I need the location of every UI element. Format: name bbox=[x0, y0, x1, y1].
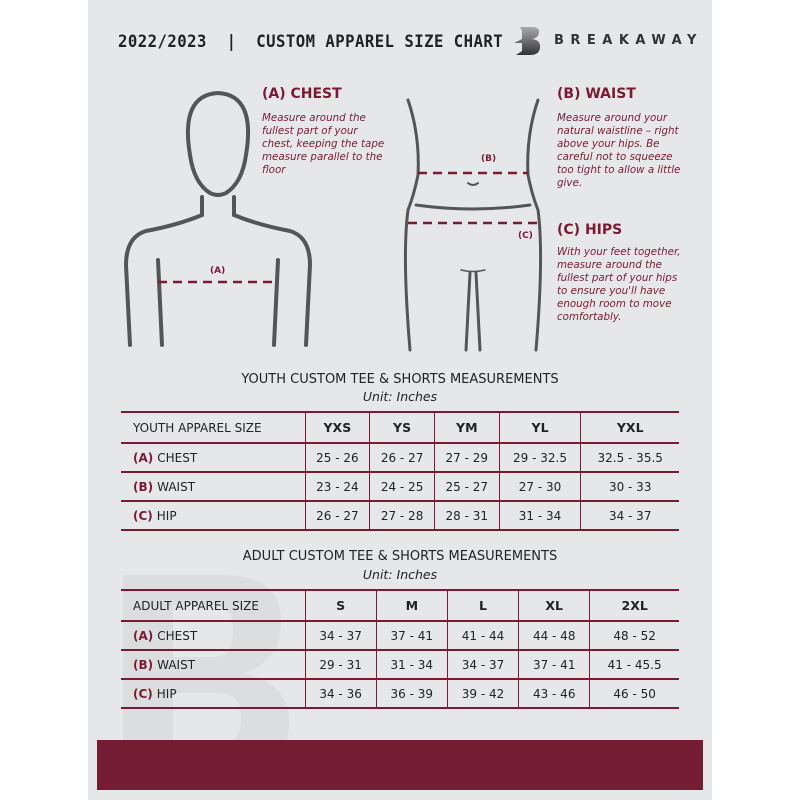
table-cell: 41 - 44 bbox=[446, 621, 519, 651]
table-header-row: YOUTH APPAREL SIZE YXS YS YM YL YXL bbox=[121, 411, 679, 444]
row-name: HIP bbox=[156, 686, 177, 701]
column-header: L bbox=[446, 589, 519, 622]
table-cell: 29 - 31 bbox=[304, 650, 377, 680]
table-header-row: ADULT APPAREL SIZE S M L XL 2XL bbox=[121, 589, 679, 622]
row-label: (A) CHEST bbox=[121, 621, 305, 651]
footer-band bbox=[97, 740, 703, 790]
hips-marker: (C) bbox=[518, 231, 533, 241]
row-code: (B) bbox=[133, 657, 154, 672]
row-name: CHEST bbox=[157, 628, 198, 643]
waist-heading: (B) WAIST bbox=[557, 86, 636, 102]
table-cell: 31 - 34 bbox=[498, 501, 581, 531]
table-cell: 34 - 37 bbox=[446, 650, 519, 680]
row-code: (A) bbox=[133, 450, 154, 465]
row-label: (C) HIP bbox=[121, 679, 305, 709]
table-cell: 25 - 27 bbox=[433, 472, 500, 502]
row-code: (C) bbox=[133, 508, 153, 523]
table-cell: 27 - 29 bbox=[433, 443, 500, 473]
table-row: (B) WAIST 29 - 31 31 - 34 34 - 37 37 - 41 41 -… bbox=[121, 650, 679, 680]
row-label: (A) CHEST bbox=[121, 443, 305, 473]
column-header: XL bbox=[518, 589, 590, 622]
adult-table-caption: ADULT CUSTOM TEE & SHORTS MEASUREMENTS bbox=[242, 549, 558, 564]
table-row: (C) HIP 34 - 36 36 - 39 39 - 42 43 - 46 46 - 5… bbox=[121, 679, 679, 709]
table-cell: 24 - 25 bbox=[369, 472, 435, 502]
row-name: HIP bbox=[156, 508, 177, 523]
row-label: (B) WAIST bbox=[121, 472, 305, 502]
table-cell: 34 - 37 bbox=[304, 621, 377, 651]
table-cell: 37 - 41 bbox=[375, 621, 448, 651]
table-cell: 34 - 37 bbox=[580, 501, 679, 531]
table-cell: 26 - 27 bbox=[304, 501, 370, 531]
table-cell: 36 - 39 bbox=[375, 679, 448, 709]
table-cell: 44 - 48 bbox=[518, 621, 590, 651]
table-row: (A) CHEST 25 - 26 26 - 27 27 - 29 29 - 32.5 32… bbox=[121, 443, 679, 473]
breakaway-logo-icon bbox=[514, 27, 541, 55]
table-cell: 48 - 52 bbox=[589, 621, 679, 651]
row-code: (A) bbox=[133, 628, 154, 643]
chest-marker: (A) bbox=[210, 266, 226, 276]
column-header: 2XL bbox=[589, 589, 679, 622]
column-header: S bbox=[304, 589, 377, 622]
row-code: (B) bbox=[133, 479, 154, 494]
table-row: (C) HIP 26 - 27 27 - 28 28 - 31 31 - 34 34 - 3… bbox=[121, 501, 679, 531]
adult-unit: Unit: Inches bbox=[362, 567, 438, 582]
table-cell: 43 - 46 bbox=[518, 679, 590, 709]
table-cell: 31 - 34 bbox=[375, 650, 448, 680]
row-code: (C) bbox=[133, 686, 153, 701]
waist-description: Measure around your natural waistline – … bbox=[557, 112, 681, 189]
table-cell: 26 - 27 bbox=[369, 443, 435, 473]
table-cell: 27 - 28 bbox=[369, 501, 435, 531]
table-cell: 27 - 30 bbox=[498, 472, 581, 502]
chest-heading: (A) CHEST bbox=[262, 86, 342, 102]
table-cell: 34 - 36 bbox=[304, 679, 377, 709]
column-header: YXL bbox=[580, 411, 679, 444]
column-header: YS bbox=[369, 411, 435, 444]
table-row: (A) CHEST 34 - 37 37 - 41 41 - 44 44 - 48 48 -… bbox=[121, 621, 679, 651]
table-row: (B) WAIST 23 - 24 24 - 25 25 - 27 27 - 30 30 -… bbox=[121, 472, 679, 502]
table-cell: 30 - 33 bbox=[580, 472, 679, 502]
table-cell: 41 - 45.5 bbox=[589, 650, 679, 680]
page-title: 2022/2023 | CUSTOM APPAREL SIZE CHART bbox=[118, 32, 504, 52]
table-cell: 29 - 32.5 bbox=[498, 443, 581, 473]
hips-description: With your feet together, measure around … bbox=[557, 246, 681, 323]
lower-body-figure bbox=[403, 98, 543, 352]
size-chart-page: 2022/2023 | CUSTOM APPAREL SIZE CHART BR… bbox=[88, 0, 712, 800]
hips-heading: (C) HIPS bbox=[557, 222, 623, 238]
row-name: WAIST bbox=[157, 479, 196, 494]
brand-name: BREAKAWAY bbox=[554, 33, 703, 48]
waist-marker: (B) bbox=[481, 154, 497, 164]
table-cell: 46 - 50 bbox=[589, 679, 679, 709]
chest-description: Measure around the fullest part of your … bbox=[262, 112, 385, 176]
adult-size-table: ADULT APPAREL SIZE S M L XL 2XL (A) CHEST… bbox=[121, 589, 679, 709]
row-label: (C) HIP bbox=[121, 501, 305, 531]
table-cell: 32.5 - 35.5 bbox=[580, 443, 679, 473]
row-name: CHEST bbox=[157, 450, 198, 465]
table-cell: 23 - 24 bbox=[304, 472, 370, 502]
column-header: ADULT APPAREL SIZE bbox=[121, 589, 305, 622]
youth-unit: Unit: Inches bbox=[362, 389, 438, 404]
table-cell: 39 - 42 bbox=[446, 679, 519, 709]
table-cell: 37 - 41 bbox=[518, 650, 590, 680]
column-header: YM bbox=[433, 411, 500, 444]
table-cell: 25 - 26 bbox=[304, 443, 370, 473]
column-header: YL bbox=[498, 411, 581, 444]
youth-size-table: YOUTH APPAREL SIZE YXS YS YM YL YXL (A) C… bbox=[121, 411, 679, 531]
row-name: WAIST bbox=[157, 657, 196, 672]
youth-table-caption: YOUTH CUSTOM TEE & SHORTS MEASUREMENTS bbox=[241, 372, 559, 387]
column-header: YXS bbox=[304, 411, 370, 444]
column-header: YOUTH APPAREL SIZE bbox=[121, 411, 305, 444]
row-label: (B) WAIST bbox=[121, 650, 305, 680]
column-header: M bbox=[375, 589, 448, 622]
upper-body-figure bbox=[123, 90, 313, 347]
table-cell: 28 - 31 bbox=[433, 501, 500, 531]
